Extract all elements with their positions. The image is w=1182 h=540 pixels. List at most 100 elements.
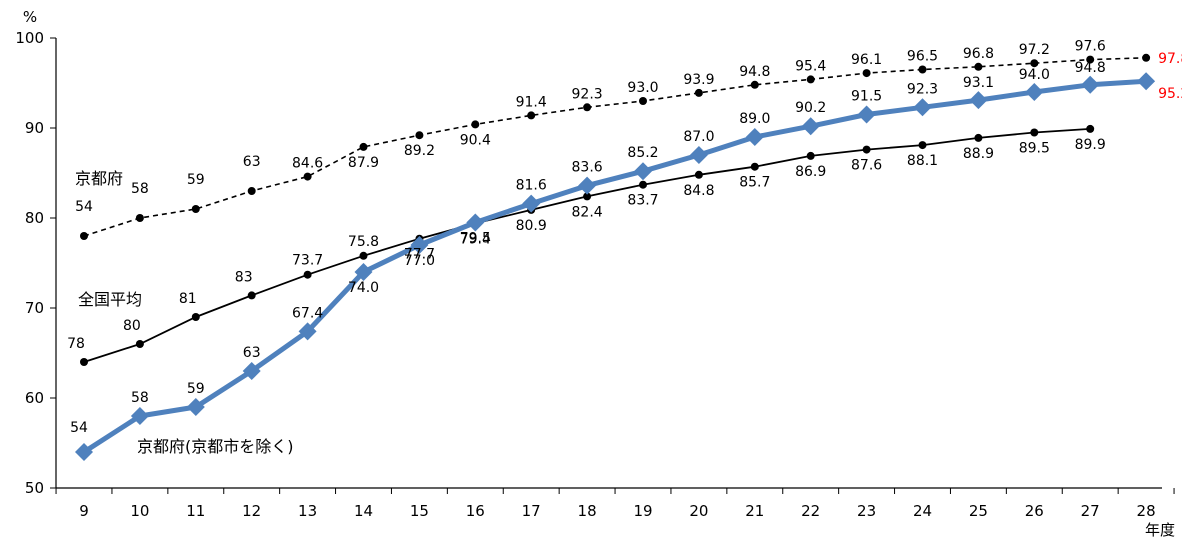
data-label: 73.7 bbox=[292, 253, 323, 269]
data-label: 59 bbox=[187, 172, 205, 188]
kyoto-point bbox=[1086, 55, 1095, 64]
kyoto-excl-city-point bbox=[857, 105, 876, 124]
x-tick-label: 17 bbox=[522, 502, 541, 520]
data-label: 87.6 bbox=[851, 158, 882, 174]
national-point bbox=[862, 145, 871, 154]
national-point bbox=[1030, 128, 1039, 137]
series-line-kyoto-excl-city bbox=[82, 78, 1147, 455]
y-tick-label: 70 bbox=[25, 299, 44, 317]
x-tick-label: 18 bbox=[578, 502, 597, 520]
data-label: 86.9 bbox=[795, 164, 826, 180]
x-tick-label: 16 bbox=[466, 502, 485, 520]
x-tick-label: 12 bbox=[242, 502, 261, 520]
y-tick-label: 60 bbox=[25, 389, 44, 407]
kyoto-point bbox=[918, 65, 927, 74]
data-label: 59 bbox=[187, 381, 205, 397]
kyoto-excl-city-point bbox=[466, 213, 485, 232]
x-unit-label: 年度 bbox=[1145, 521, 1175, 539]
kyoto-point bbox=[806, 75, 815, 84]
national-point bbox=[750, 162, 759, 171]
kyoto-point bbox=[694, 88, 703, 97]
data-label: 85.2 bbox=[627, 145, 658, 161]
national-point bbox=[359, 251, 368, 260]
series-label-national: 全国平均 bbox=[78, 290, 142, 309]
data-label: 75.8 bbox=[348, 234, 379, 250]
data-label: 94.8 bbox=[739, 64, 770, 80]
kyoto-point bbox=[471, 120, 480, 129]
data-label: 63 bbox=[243, 154, 261, 170]
national-point bbox=[806, 151, 815, 160]
data-label: 97.2 bbox=[1019, 42, 1050, 58]
x-tick-label: 26 bbox=[1025, 502, 1044, 520]
y-unit-label: % bbox=[23, 8, 37, 26]
kyoto-point bbox=[862, 69, 871, 78]
data-label: 81 bbox=[179, 291, 197, 307]
data-label: 81.6 bbox=[516, 178, 547, 194]
axes: 50 60 70 80 90 100% 9 10 11 12 13 14 15 16 17 18 19 20 21 2… bbox=[15, 8, 1175, 539]
x-tick-label: 27 bbox=[1081, 502, 1100, 520]
kyoto-excl-city-point bbox=[913, 98, 932, 117]
data-label: 93.0 bbox=[627, 80, 658, 96]
kyoto-excl-city-point bbox=[634, 162, 652, 181]
data-label: 63 bbox=[243, 345, 261, 361]
national-point bbox=[303, 270, 312, 279]
data-label: 88.9 bbox=[963, 146, 994, 162]
data-label: 54 bbox=[70, 420, 88, 436]
data-label: 91.5 bbox=[851, 89, 882, 105]
data-label: 97.6 bbox=[1075, 39, 1106, 55]
kyoto-excl-city-point bbox=[1025, 83, 1044, 101]
data-label: 93.1 bbox=[963, 75, 994, 91]
kyoto-excl-city-point bbox=[522, 194, 541, 213]
data-label: 94.0 bbox=[1019, 67, 1050, 83]
data-label: 95.4 bbox=[795, 58, 826, 74]
data-label: 80 bbox=[123, 318, 141, 334]
x-tick-label: 22 bbox=[801, 502, 820, 520]
data-label: 58 bbox=[131, 181, 149, 197]
data-label: 92.3 bbox=[572, 86, 603, 102]
kyoto-excl-city-point bbox=[242, 362, 261, 380]
kyoto-excl-city-point bbox=[578, 176, 597, 195]
data-label: 83.6 bbox=[572, 160, 603, 176]
national-point bbox=[583, 192, 592, 201]
kyoto-point bbox=[359, 142, 368, 151]
data-label: 91.4 bbox=[516, 94, 547, 110]
kyoto-excl-city-point bbox=[410, 236, 429, 254]
kyoto-excl-city-point bbox=[1081, 75, 1100, 94]
x-tick-label: 14 bbox=[354, 502, 373, 520]
national-point bbox=[135, 340, 144, 348]
kyoto-excl-city-point bbox=[298, 322, 317, 341]
data-label: 96.1 bbox=[851, 52, 882, 68]
kyoto-point bbox=[247, 187, 256, 195]
kyoto-excl-city-point bbox=[1137, 72, 1156, 91]
data-label: 87.9 bbox=[348, 155, 379, 171]
y-tick-label: 100 bbox=[15, 29, 44, 47]
x-tick-label: 10 bbox=[130, 502, 149, 520]
kyoto-excl-city-point bbox=[801, 117, 820, 136]
kyoto-point bbox=[974, 62, 983, 71]
kyoto-excl-city-point bbox=[689, 146, 708, 164]
x-tick-label: 13 bbox=[298, 502, 317, 520]
data-label: 78 bbox=[67, 336, 85, 352]
data-label: 94.8 bbox=[1075, 60, 1106, 76]
data-label: 79.4 bbox=[460, 231, 491, 247]
x-tick-label: 20 bbox=[689, 502, 708, 520]
kyoto-point bbox=[191, 205, 200, 213]
kyoto-point bbox=[80, 232, 88, 240]
data-label: 89.9 bbox=[1075, 137, 1106, 153]
kyoto-point bbox=[527, 111, 536, 120]
data-label: 74.0 bbox=[348, 280, 379, 296]
kyoto-excl-city-point bbox=[354, 263, 373, 281]
x-tick-label: 28 bbox=[1137, 502, 1156, 520]
x-tick-label: 15 bbox=[410, 502, 429, 520]
data-label: 67.4 bbox=[292, 305, 323, 321]
kyoto-point bbox=[303, 172, 312, 181]
kyoto-excl-city-point bbox=[969, 91, 988, 110]
kyoto-point bbox=[415, 131, 424, 140]
data-label: 80.9 bbox=[516, 218, 547, 234]
y-tick-label: 80 bbox=[25, 209, 44, 227]
series-label-kyoto: 京都府 bbox=[75, 169, 123, 188]
data-label: 83 bbox=[235, 269, 253, 285]
national-point bbox=[191, 313, 200, 321]
x-tick-label: 19 bbox=[633, 502, 652, 520]
